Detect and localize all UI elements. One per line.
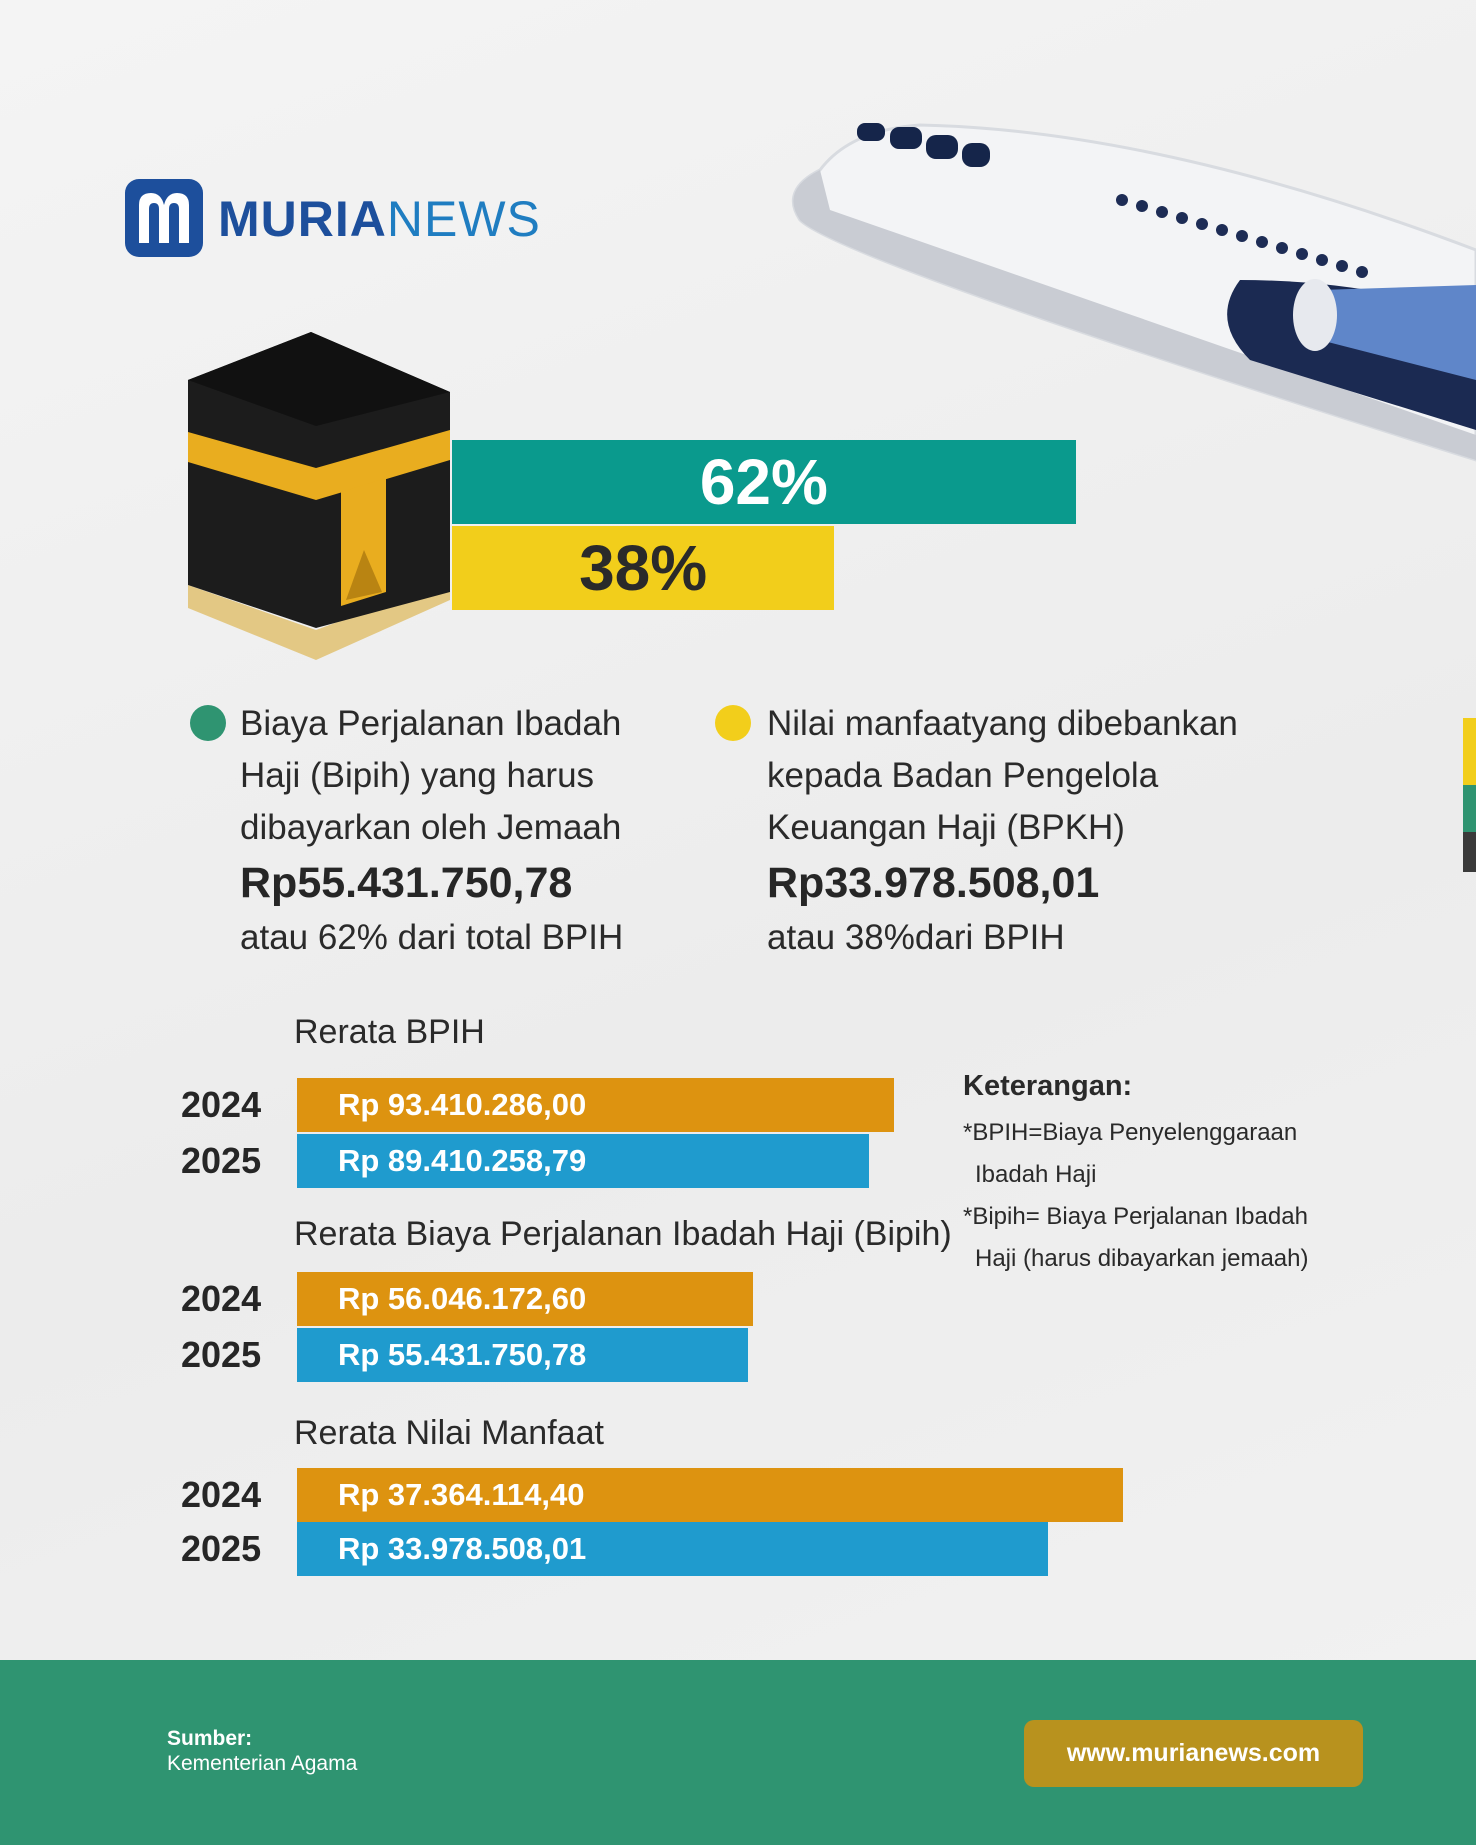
legend-amount: Rp33.978.508,01 (767, 859, 1100, 907)
legend-item: Nilai manfaatyang dibebankan kepada Bada… (767, 698, 1277, 964)
strip (1463, 718, 1476, 785)
year-label: 2024 (181, 1474, 262, 1515)
notes: *BPIH=Biaya Penyelenggaraan Ibadah Haji *… (963, 1112, 1343, 1280)
strip (1463, 832, 1476, 872)
legend-amount: Rp55.431.750,78 (240, 859, 573, 907)
legend-dot (190, 705, 226, 741)
website-button[interactable]: www.murianews.com (1024, 1720, 1363, 1787)
year-label: 2024 (181, 1278, 262, 1319)
note: *BPIH=Biaya Penyelenggaraan Ibadah Haji (963, 1119, 1298, 1188)
year-label: 2025 (181, 1140, 262, 1181)
logo-icon (125, 179, 203, 257)
split-bar: 38% (452, 526, 835, 610)
year-label: 2025 (181, 1334, 262, 1375)
source: Kementerian Agama (167, 1752, 358, 1775)
year-label: 2024 (181, 1084, 262, 1125)
group-title: Rerata Nilai Manfaat (294, 1414, 604, 1452)
strip (1463, 785, 1476, 832)
keterangan-title: Keterangan: (963, 1070, 1133, 1102)
bar-value-label: Rp 89.410.258,79 (338, 1143, 587, 1178)
legend-item: Biaya Perjalanan Ibadah Haji (Bipih) yan… (240, 698, 660, 964)
group-title: Rerata Biaya Perjalanan Ibadah Haji (Bip… (294, 1215, 952, 1253)
kaaba (188, 332, 450, 660)
legend-dot (715, 705, 751, 741)
bar: Rp 33.978.508,01 (297, 1522, 1048, 1576)
airplane (791, 123, 1476, 462)
bar-value-label: Rp 55.431.750,78 (338, 1337, 587, 1372)
bar: Rp 55.431.750,78 (297, 1328, 748, 1382)
note: *Bipih= Biaya Perjalanan Ibadah Haji (ha… (963, 1203, 1309, 1272)
split-label: 38% (579, 532, 708, 604)
group-title: Rerata BPIH (294, 1013, 485, 1051)
split-label: 62% (699, 446, 828, 518)
split-bar: 62% (452, 440, 1076, 524)
bar: Rp 89.410.258,79 (297, 1134, 869, 1188)
legend-note: atau 38%dari BPIH (767, 918, 1065, 957)
logo-bold: MURIA (218, 191, 387, 247)
logo-light: NEWS (386, 191, 541, 247)
legend-description: Biaya Perjalanan Ibadah Haji (Bipih) yan… (240, 704, 622, 847)
year-label: 2025 (181, 1528, 262, 1569)
bar-value-label: Rp 37.364.114,40 (338, 1477, 585, 1512)
source-title: Sumber: (167, 1727, 253, 1750)
bar: Rp 37.364.114,40 (297, 1468, 1123, 1522)
bar: Rp 93.410.286,00 (297, 1078, 895, 1132)
bar: Rp 56.046.172,60 (297, 1272, 753, 1326)
legend-note: atau 62% dari total BPIH (240, 918, 624, 957)
legend-description: Nilai manfaatyang dibebankan kepada Bada… (767, 704, 1238, 847)
logo-text: MURIANEWS (218, 190, 541, 248)
bar-value-label: Rp 56.046.172,60 (338, 1281, 587, 1316)
bar-value-label: Rp 33.978.508,01 (338, 1531, 587, 1566)
bar-value-label: Rp 93.410.286,00 (338, 1087, 587, 1122)
